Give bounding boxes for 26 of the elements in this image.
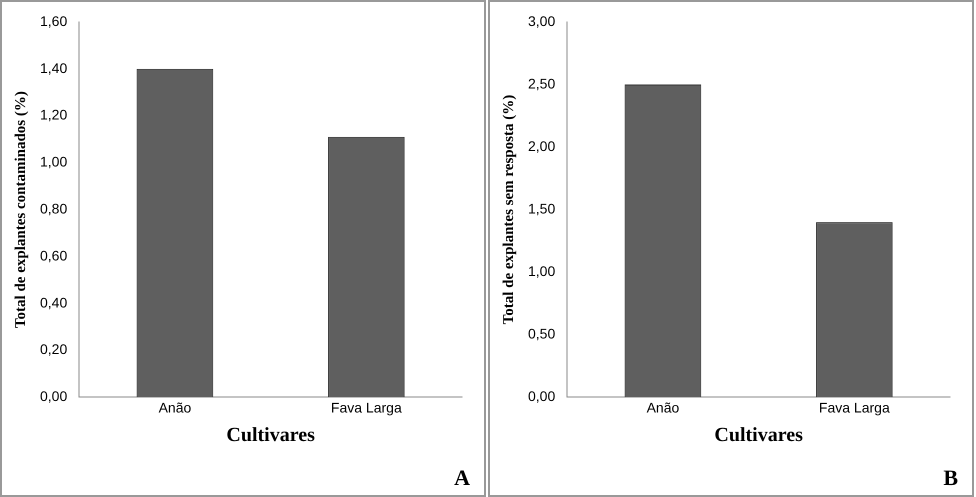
x-tick-label: Fava Larga	[330, 399, 402, 416]
y-axis-title: Total de explantes sem resposta (%)	[500, 94, 517, 324]
y-tick-label: 0,80	[40, 200, 68, 216]
y-tick-label: 2,50	[528, 75, 556, 92]
x-tick-label: Fava Larga	[818, 399, 890, 416]
x-tick-label: Anão	[158, 399, 192, 416]
y-tick-label: 1,00	[40, 154, 68, 170]
y-tick-label: 3,00	[528, 12, 556, 29]
y-tick-label: 2,00	[528, 138, 556, 154]
y-tick-label: 1,60	[40, 12, 68, 29]
y-tick-label: 0,60	[40, 247, 68, 264]
text: A	[454, 465, 470, 491]
text: B	[943, 465, 958, 491]
y-tick-label: 1,20	[40, 106, 68, 123]
y-tick-label: 0,20	[40, 341, 68, 358]
y-axis-title: Total de explantes contaminados (%)	[12, 91, 29, 328]
y-tick-label: 1,40	[40, 60, 68, 76]
x-tick-label: Anão	[646, 399, 680, 416]
y-tick-label: 0,00	[528, 388, 556, 404]
y-tick-label: 1,00	[528, 262, 556, 279]
y-tick-label: 0,40	[40, 294, 68, 310]
y-tick-label: 0,50	[528, 326, 556, 342]
y-tick-label: 1,50	[528, 200, 556, 216]
x-axis-title: Cultivares	[714, 424, 804, 446]
y-tick-label: 0,00	[40, 388, 68, 404]
x-axis-title: Cultivares	[226, 424, 316, 446]
